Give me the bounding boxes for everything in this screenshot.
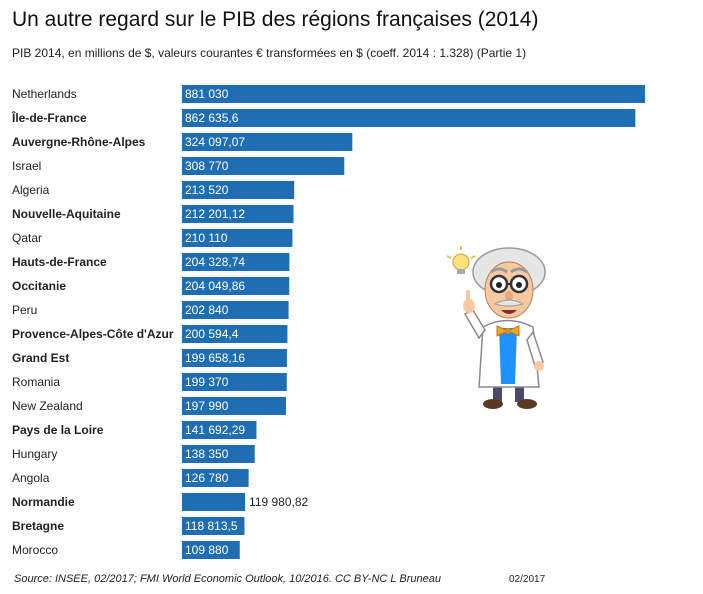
category-label: Pays de la Loire (12, 423, 104, 437)
category-label: Netherlands (12, 87, 77, 101)
bar (182, 301, 289, 319)
bar (182, 517, 245, 535)
category-label: Île-de-France (11, 110, 87, 125)
category-label: Auvergne-Rhône-Alpes (12, 135, 146, 149)
category-label: Angola (12, 471, 50, 485)
value-label: 109 880 (185, 543, 229, 557)
category-label: Hungary (12, 447, 57, 461)
professor-mascot-icon (446, 246, 546, 409)
value-label: 197 990 (185, 399, 229, 413)
value-label: 881 030 (185, 87, 229, 101)
bar (182, 157, 345, 175)
category-label: Grand Est (12, 351, 69, 365)
bar (182, 373, 287, 391)
value-label: 138 350 (185, 447, 229, 461)
bar (182, 181, 295, 199)
value-label: 200 594,4 (185, 327, 239, 341)
bar (182, 109, 636, 127)
category-label: Morocco (12, 543, 58, 557)
value-label: 118 813,5 (185, 519, 238, 533)
value-label: 199 658,16 (185, 351, 245, 365)
value-label: 202 840 (185, 303, 229, 317)
category-label: Hauts-de-France (12, 255, 107, 269)
value-label: 324 097,07 (185, 135, 245, 149)
value-label: 862 635,6 (185, 111, 239, 125)
bar (182, 493, 246, 511)
bar (182, 229, 293, 247)
bar (182, 397, 287, 415)
value-label: 308 770 (185, 159, 229, 173)
value-label: 126 780 (185, 471, 229, 485)
bar (182, 253, 290, 271)
chart-subtitle: PIB 2014, en millions de $, valeurs cour… (12, 46, 527, 60)
category-label: Provence-Alpes-Côte d'Azur (12, 327, 174, 341)
source-note: Source: INSEE, 02/2017; FMI World Econom… (14, 573, 441, 585)
value-label: 199 370 (185, 375, 229, 389)
bar (182, 85, 645, 103)
category-label: Normandie (12, 495, 75, 509)
value-label: 141 692,29 (185, 423, 245, 437)
value-label: 210 110 (185, 231, 228, 245)
bar (182, 349, 287, 367)
category-label: Israel (12, 159, 41, 173)
category-label: Nouvelle-Aquitaine (12, 207, 121, 221)
chart-title: Un autre regard sur le PIB des régions f… (12, 8, 539, 31)
date-note: 02/2017 (509, 574, 546, 585)
bar (182, 445, 255, 463)
value-label: 119 980,82 (249, 495, 308, 509)
bar (182, 133, 353, 151)
bar (182, 205, 294, 223)
category-label: Romania (12, 375, 60, 389)
bar (182, 469, 249, 487)
category-label: New Zealand (12, 399, 83, 413)
category-label: Peru (12, 303, 37, 317)
bar (182, 277, 290, 295)
bar (182, 541, 240, 559)
category-label: Algeria (12, 183, 50, 197)
bar (182, 325, 288, 343)
value-label: 204 328,74 (185, 255, 245, 269)
value-label: 212 201,12 (185, 207, 245, 221)
category-label: Occitanie (12, 279, 66, 293)
value-label: 213 520 (185, 183, 229, 197)
value-label: 204 049,86 (185, 279, 245, 293)
bar (182, 421, 257, 439)
category-label: Bretagne (12, 519, 64, 533)
bar-chart: Netherlands 881 030 Île-de-France 862 635,6… (11, 85, 645, 559)
category-label: Qatar (12, 231, 42, 245)
light-bulb-icon (446, 246, 476, 274)
